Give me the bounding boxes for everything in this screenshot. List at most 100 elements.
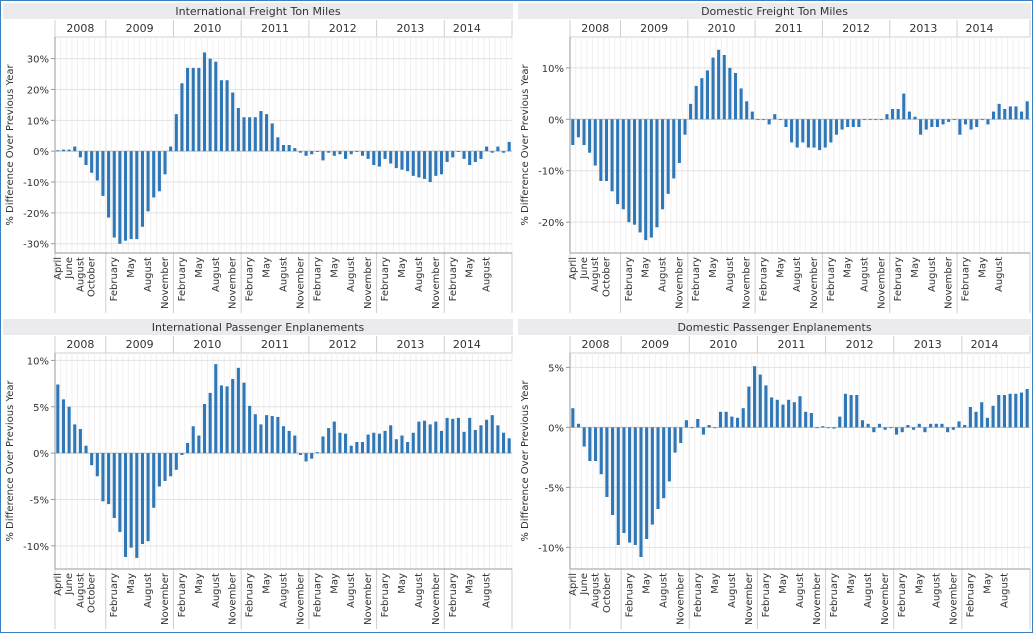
bar [73, 146, 77, 152]
bar [61, 149, 66, 152]
bar [902, 93, 906, 120]
bar [874, 119, 878, 121]
year-label: 2011 [261, 338, 289, 351]
month-label: November [160, 572, 171, 625]
bar [919, 119, 923, 135]
bar [146, 453, 150, 542]
month-label: May [465, 257, 476, 278]
bar [679, 427, 683, 443]
bar [832, 427, 836, 429]
month-label: August [346, 257, 357, 292]
bar [349, 445, 353, 454]
chart-panel-domestic-passenger: Domestic Passenger Enplanements 2008 2009 2… [518, 319, 1031, 631]
bar [935, 119, 939, 127]
month-label: February [245, 573, 256, 617]
y-tick-label: 0% [548, 115, 564, 126]
y-tick-label: -10% [23, 178, 49, 189]
bar [795, 119, 799, 148]
bar [394, 439, 398, 454]
bar [157, 151, 161, 192]
bar [265, 114, 269, 152]
month-label: August [346, 573, 357, 608]
month-label: November [742, 256, 753, 309]
bar [894, 427, 899, 435]
year-label: 2008 [66, 22, 94, 35]
year-label: 2012 [329, 338, 357, 351]
bar [968, 407, 972, 428]
bar [958, 119, 962, 135]
bar [462, 151, 466, 159]
bar [372, 432, 376, 454]
month-label: April [53, 573, 64, 596]
year-label: 2013 [396, 338, 424, 351]
month-label: August [482, 257, 493, 292]
year-label: 2010 [193, 22, 221, 35]
month-label: August [414, 573, 425, 608]
bar [84, 445, 88, 454]
bar [107, 151, 111, 218]
bar [627, 119, 631, 223]
chart-svg-domestic-passenger: Domestic Passenger Enplanements 2008 2009 2… [518, 319, 1031, 629]
bar [411, 432, 415, 454]
bar [253, 117, 257, 152]
bar [662, 427, 666, 499]
bar [860, 420, 865, 428]
bar [877, 423, 882, 428]
bar [163, 151, 167, 175]
bar [135, 453, 139, 558]
year-label: 2012 [842, 22, 870, 35]
bar [56, 384, 60, 454]
month-label: August [863, 573, 874, 608]
bar [383, 430, 387, 454]
month-label: November [363, 572, 374, 625]
bar [180, 83, 184, 152]
bar [152, 453, 156, 508]
y-axis-title: % Difference Over Previous Year [5, 379, 16, 541]
month-label: October [602, 572, 613, 613]
year-label: 2014 [453, 22, 481, 35]
month-label: May [910, 257, 921, 278]
bar [770, 397, 774, 428]
month-label: June [64, 257, 75, 280]
month-label: November [431, 572, 442, 625]
year-label: 2013 [396, 22, 424, 35]
month-label: August [143, 573, 154, 608]
bar [451, 418, 455, 454]
year-label: 2011 [261, 22, 289, 35]
y-tick-label: 10% [27, 116, 49, 127]
month-label: August [994, 257, 1005, 292]
month-label: November [431, 256, 442, 309]
bar [655, 119, 659, 228]
bar [790, 119, 794, 143]
bar [479, 151, 483, 159]
month-label: November [295, 256, 306, 309]
month-label: August [414, 257, 425, 292]
year-label: 2014 [453, 338, 481, 351]
bar [389, 425, 393, 454]
bar [202, 403, 207, 454]
month-label: February [624, 257, 635, 301]
bar [991, 405, 995, 428]
bar [940, 423, 944, 428]
bar [758, 374, 762, 428]
bar [315, 452, 319, 454]
bar [248, 405, 252, 454]
bar [1025, 389, 1029, 428]
bar [123, 453, 128, 557]
year-label: 2013 [914, 338, 942, 351]
bar [912, 427, 916, 430]
month-label: February [448, 573, 459, 617]
bar [377, 151, 381, 167]
bar [849, 395, 853, 428]
chart-title-bar [3, 319, 513, 335]
y-tick-label: 30% [27, 55, 49, 66]
bar [118, 151, 122, 244]
y-tick-label: 0% [548, 423, 564, 434]
bar [826, 427, 830, 429]
bar [924, 119, 928, 130]
bar [672, 119, 676, 179]
bar [485, 419, 489, 454]
bar [980, 402, 984, 428]
bar [673, 427, 677, 453]
bar [745, 101, 749, 120]
